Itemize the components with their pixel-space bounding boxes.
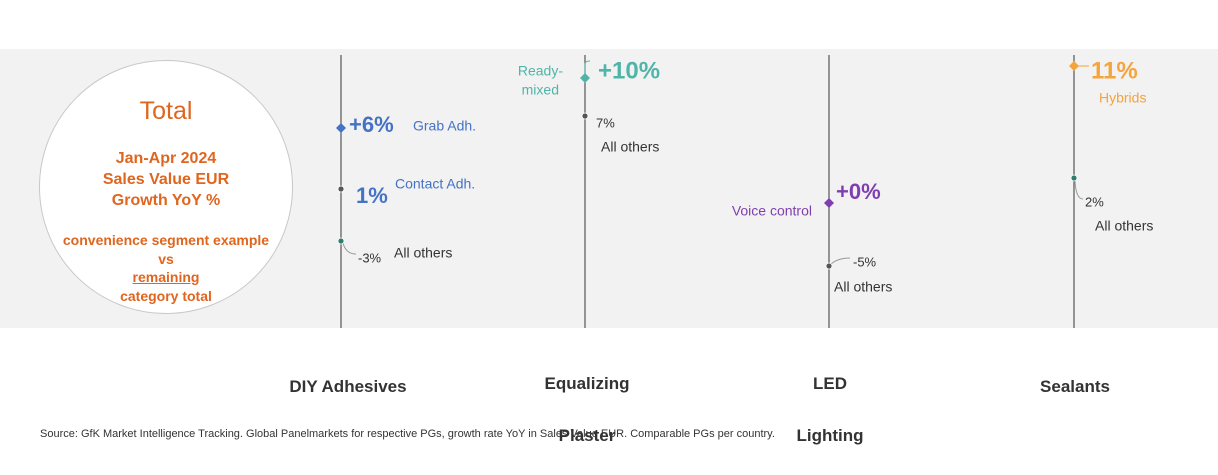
source-footnote: Source: GfK Market Intelligence Tracking… — [40, 428, 775, 440]
category-label-diy-adhesives: DIY Adhesives — [268, 348, 428, 426]
category-label-line: LED — [813, 374, 847, 393]
total-subtitle-line: Sales Value EUR — [102, 171, 230, 188]
segment-label: Ready- — [518, 63, 563, 79]
growth-chart: +6% Grab Adh. 1% Contact Adh. -3% All others +… — [336, 55, 1153, 328]
data-value-label: 1% — [356, 183, 388, 208]
data-point-marker — [825, 262, 833, 270]
data-value-label: +10% — [598, 57, 660, 84]
data-point-marker — [337, 185, 345, 193]
total-subtitle-line: Growth YoY % — [111, 192, 221, 209]
data-value-label: 7% — [596, 115, 615, 130]
category-label-line: Sealants — [1040, 377, 1110, 396]
segment-label: mixed — [522, 82, 559, 98]
total-subtitle-line: Jan-Apr 2024 — [115, 150, 217, 167]
segment-label: Grab Adh. — [413, 118, 476, 134]
category-label-line: Plaster — [558, 426, 616, 445]
leader-line — [830, 257, 851, 265]
category-label-led-lighting: LED Lighting — [750, 345, 910, 475]
segment-label: All others — [1095, 218, 1153, 234]
total-note-line: vs — [158, 250, 174, 267]
data-point-marker — [1070, 174, 1078, 182]
data-value-label: +6% — [349, 112, 394, 137]
data-value-label: 2% — [1085, 194, 1104, 209]
total-note-underlined: remaining — [132, 269, 200, 285]
leader-line — [1074, 180, 1084, 200]
total-note-line: category total — [120, 287, 212, 304]
total-title: Total — [139, 97, 193, 125]
segment-label: Voice control — [732, 203, 812, 219]
data-point-marker — [336, 123, 346, 133]
segment-label: All others — [394, 245, 452, 261]
data-point-marker — [337, 237, 345, 245]
data-point-marker — [580, 73, 590, 83]
leader-line — [584, 60, 591, 76]
data-value-label: 11% — [1091, 57, 1138, 84]
total-note-line: remaining — [48, 268, 284, 287]
category-label-line: DIY Adhesives — [289, 377, 407, 396]
segment-label: Hybrids — [1099, 90, 1146, 106]
data-point-marker — [824, 198, 834, 208]
data-value-label: -3% — [358, 250, 382, 265]
segment-label: All others — [834, 279, 892, 295]
category-label-line: Lighting — [796, 426, 864, 445]
segment-label: All others — [601, 139, 659, 155]
segment-label: Contact Adh. — [395, 176, 475, 192]
total-circle: Total Jan-Apr 2024 Sales Value EUR Growt… — [39, 60, 293, 314]
data-point-marker — [1069, 61, 1079, 71]
total-note-line: convenience segment example — [62, 232, 270, 248]
data-point-marker — [581, 112, 589, 120]
total-note: convenience segment example vs remaining… — [48, 231, 284, 305]
category-label-sealants: Sealants — [995, 348, 1155, 426]
category-label-equalizing-plaster: Equalizing Plaster — [507, 345, 667, 475]
data-value-label: -5% — [853, 254, 877, 269]
leader-line — [342, 242, 357, 255]
data-value-label: +0% — [836, 179, 881, 204]
total-subtitle: Jan-Apr 2024 Sales Value EUR Growth YoY … — [40, 148, 292, 211]
category-label-line: Equalizing — [544, 374, 630, 393]
